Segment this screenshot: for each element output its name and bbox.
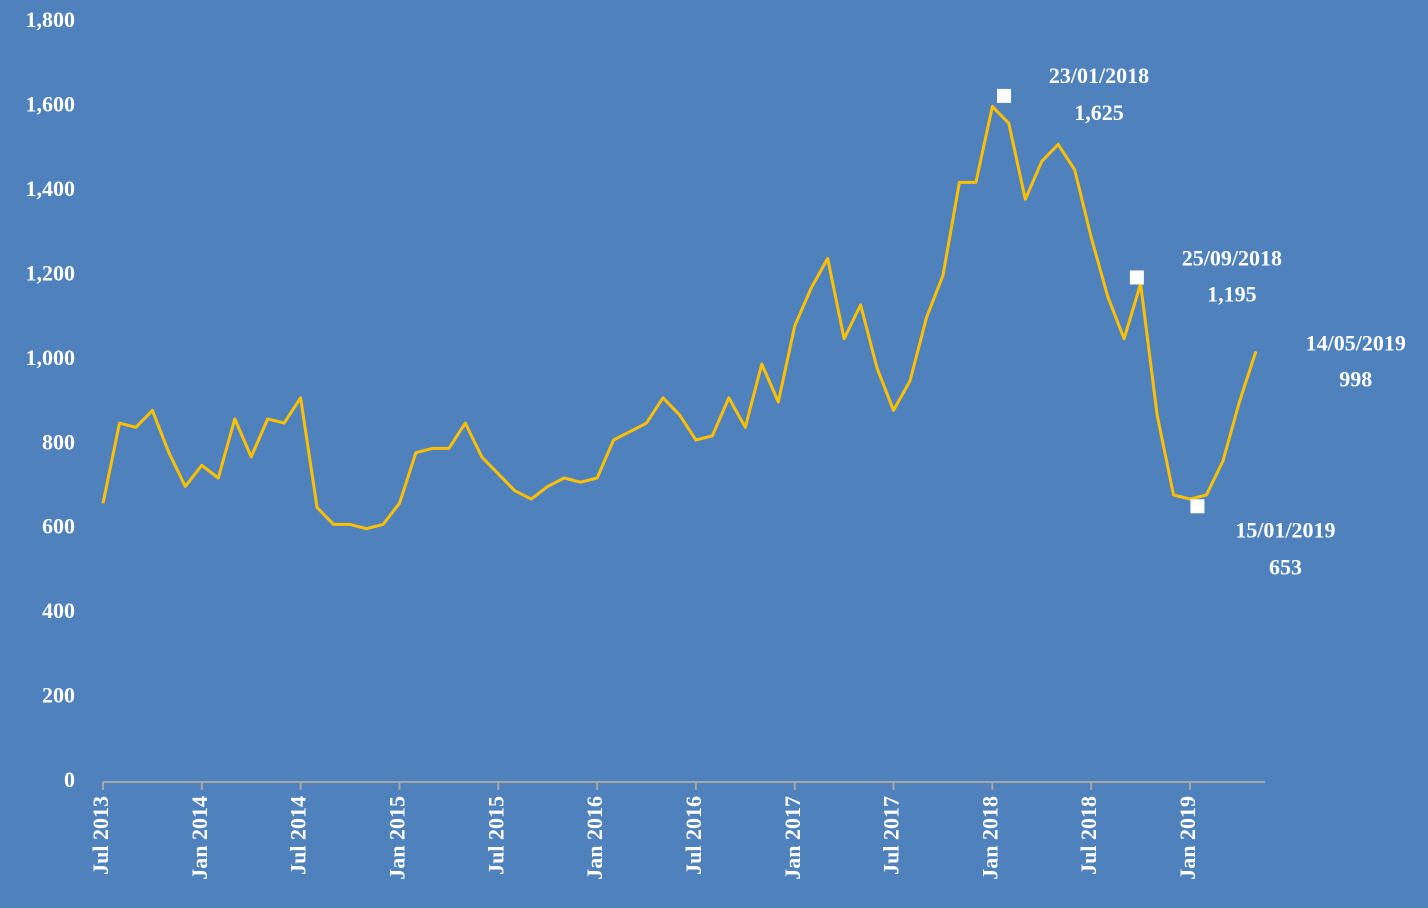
y-tick-label: 1,600 [26, 91, 76, 116]
x-tick-label: Jul 2013 [88, 796, 113, 875]
x-tick-label: Jan 2019 [1175, 796, 1200, 880]
y-tick-label: 1,000 [26, 345, 76, 370]
x-tick-label: Jul 2016 [681, 796, 706, 875]
y-tick-label: 1,200 [26, 260, 76, 285]
y-tick-label: 800 [42, 429, 75, 454]
annotation-date: 15/01/2019 [1235, 517, 1335, 542]
annotation-marker [1190, 499, 1205, 514]
data-line [101, 104, 1258, 531]
y-tick-label: 200 [42, 683, 75, 708]
annotation-value: 1,195 [1207, 281, 1257, 306]
x-tick-label: Jul 2014 [286, 796, 311, 875]
x-tick-label: Jul 2015 [483, 796, 508, 875]
annotation-marker [1129, 270, 1144, 285]
y-tick-label: 400 [42, 598, 75, 623]
annotation-value: 1,625 [1074, 100, 1124, 125]
annotation-date: 23/01/2018 [1049, 63, 1149, 88]
x-tick-label: Jan 2015 [385, 796, 410, 880]
y-tick-label: 1,400 [26, 176, 76, 201]
annotation-date: 14/05/2019 [1306, 331, 1406, 356]
x-tick-label: Jul 2018 [1076, 796, 1101, 875]
y-tick-label: 0 [64, 767, 75, 792]
y-tick-label: 600 [42, 514, 75, 539]
annotation-marker [997, 88, 1012, 103]
y-tick-label: 1,800 [26, 7, 76, 32]
annotation-value: 653 [1269, 554, 1302, 579]
x-tick-label: Jan 2014 [187, 796, 212, 880]
x-tick-label: Jul 2017 [879, 796, 904, 875]
x-tick-label: Jan 2016 [582, 796, 607, 880]
annotation-date: 25/09/2018 [1182, 245, 1282, 270]
annotation-value: 998 [1339, 367, 1372, 392]
x-tick-label: Jan 2018 [977, 796, 1002, 880]
x-tick-label: Jan 2017 [780, 796, 805, 880]
